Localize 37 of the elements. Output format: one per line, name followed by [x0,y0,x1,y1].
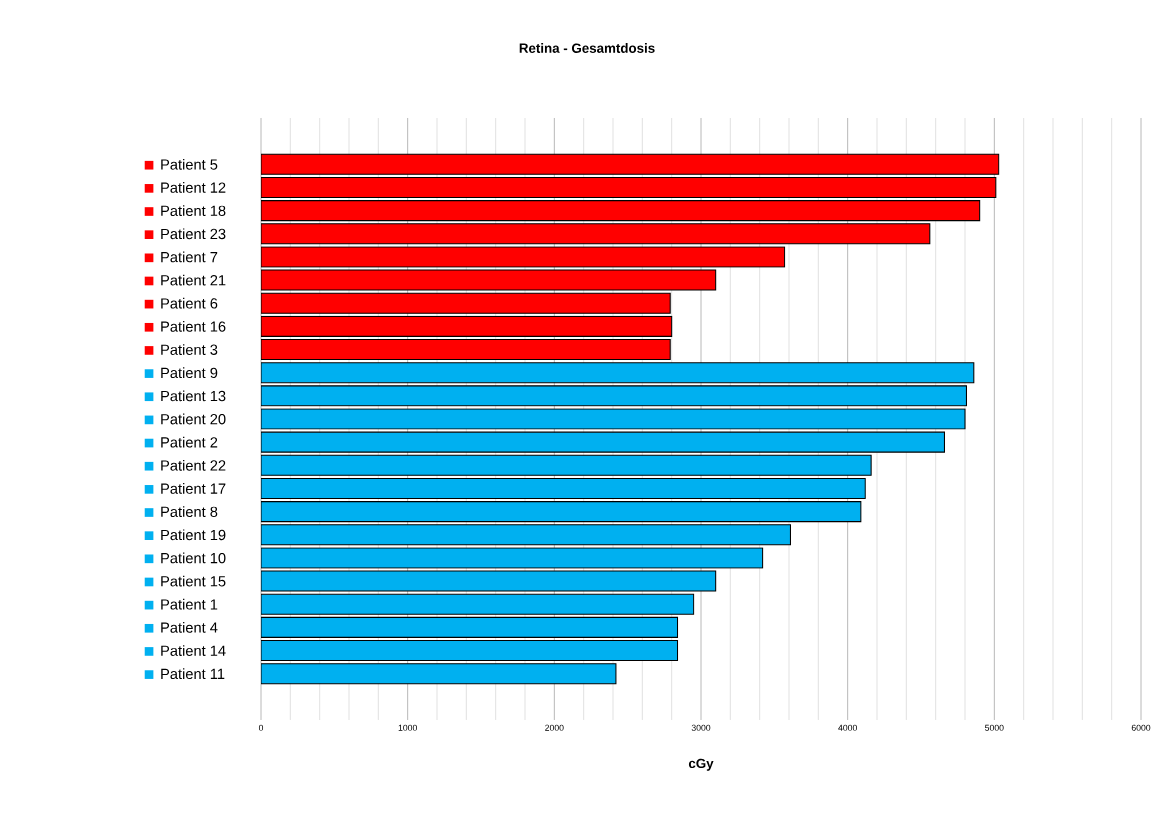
y-tick-label: Patient 2 [161,436,218,448]
y-tick-label: Patient 5 [161,158,218,170]
y-tick-label: Patient 18 [161,205,226,216]
x-tick-label: 4000 [838,724,857,731]
y-tick-label: Patient 16 [161,321,226,332]
y-tick-label: Patient 12 [161,182,226,193]
bar [261,408,966,430]
y-tick-label: Patient 7 [161,251,218,263]
x-tick-label: 0 [258,724,264,731]
y-tick-label: Patient 4 [161,622,218,633]
y-tick-label: Patient 19 [161,529,226,541]
y-tick-label: Patient 11 [161,668,225,680]
x-axis-title: cGy [688,758,714,771]
x-tick-label: 6000 [1131,724,1151,731]
y-tick-label: Patient 10 [161,552,226,564]
y-tick-label: Patient 23 [161,228,226,240]
y-tick-label: Patient 17 [161,483,226,494]
bar [261,477,866,499]
bar [261,639,679,662]
x-tick-label: 5000 [985,724,1004,731]
bar [261,246,786,268]
y-tick-label: Patient 8 [161,506,218,517]
y-tick-label: Patient 14 [161,645,226,656]
y-tick-label: Patient 15 [161,575,226,587]
y-tick-label: Patient 3 [161,344,218,355]
x-tick-label: 2000 [545,724,564,731]
y-tick-label: Patient 1 [161,598,218,610]
chart-title: Retina - Gesamtdosis [519,43,655,53]
bar [261,176,997,198]
x-tick-label: 3000 [691,724,711,731]
y-tick-label: Patient 22 [161,459,226,471]
y-tick-label: Patient 13 [161,390,226,402]
x-tick-label: 1000 [398,724,417,731]
y-tick-label: Patient 20 [161,413,226,425]
y-tick-label: Patient 21 [161,274,226,286]
y-tick-label: Patient 6 [161,297,218,309]
y-tick-label: Patient 9 [161,367,218,379]
